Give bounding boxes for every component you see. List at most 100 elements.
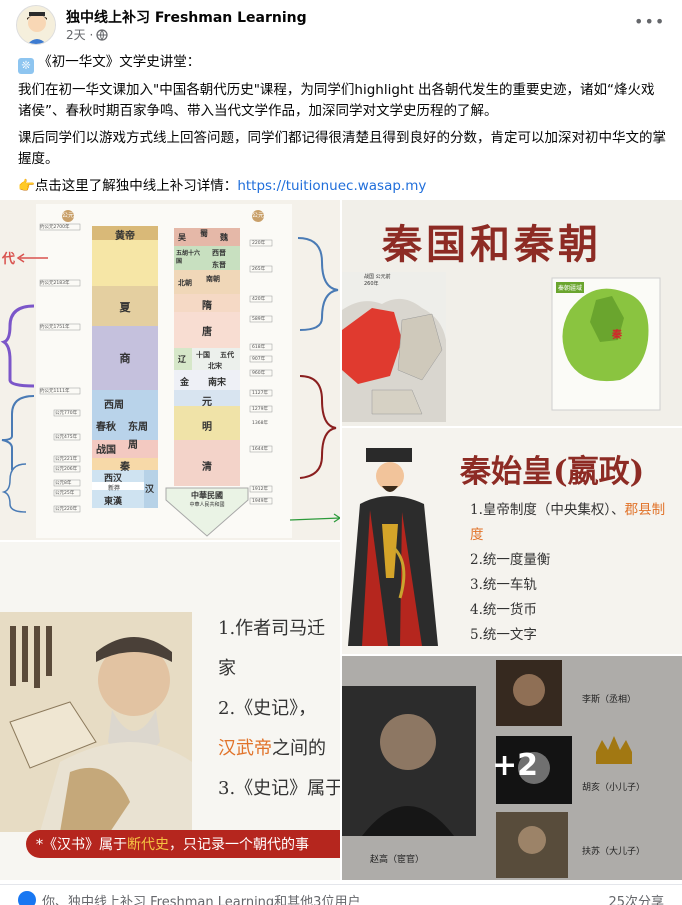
achievement-1-highlight: 郡县制 [624, 502, 666, 518]
shiji-item-1b: 家 [218, 658, 236, 679]
dynasty-label: 西晋 [212, 248, 226, 257]
page-name[interactable]: 独中线上补习 Freshman Learning [66, 10, 307, 26]
photo-qin-figures[interactable]: +2 李斯（丞相） 胡亥（小儿子） 扶苏（大儿子） 赵高（宦官） [342, 656, 682, 880]
achievement-3: 3.统一车轨 [470, 577, 537, 593]
dynasty-label: 南朝 [206, 274, 220, 283]
year-label: 公元770年 [55, 411, 78, 416]
year-label: 约公元2700年 [40, 225, 70, 230]
post-line-2: 我们在初一华文课加入"中国各朝代历史"课程，为同学们highlight 出各朝代… [18, 82, 655, 119]
shiji-item-1: 1.作者司马迁 [218, 618, 326, 639]
year-label: 1368年 [252, 421, 268, 426]
share-count[interactable]: 25次分享 [608, 895, 664, 905]
cta-text: 点击这里了解独中线上补习详情： [34, 178, 238, 194]
achievement-5: 5.统一文字 [470, 627, 537, 643]
year-label: 约公元1751年 [40, 325, 70, 330]
dynasty-label: 春秋 [96, 422, 116, 433]
dynasty-label: 商 [119, 352, 131, 365]
year-label: 220年 [252, 241, 266, 246]
shiji-item-2b: 汉武帝之间的 [218, 734, 326, 760]
dynasty-label: 南宋 [208, 378, 227, 388]
qin-title: 秦国和秦朝 [382, 221, 602, 268]
year-label: 约公元1111年 [40, 389, 70, 394]
photo-qin-maps[interactable]: 秦国和秦朝 战国 公元前260年 秦朝疆域 秦 [342, 200, 682, 426]
year-label: 589年 [252, 317, 266, 322]
dynasty-label: 北宋 [208, 361, 222, 370]
dynasty-label: 五代 [220, 350, 234, 359]
dynasty-label: 周 [128, 440, 138, 451]
dynasty-label: 吴 [178, 232, 186, 242]
year-label: 1127年 [252, 391, 268, 396]
year-label: 1644年 [252, 447, 268, 452]
dynasty-label: 明 [202, 422, 212, 433]
post-header: 独中线上补习 Freshman Learning 2天 · ••• [0, 0, 682, 48]
more-options-icon[interactable]: ••• [634, 12, 666, 31]
dynasty-label: 魏 [220, 232, 228, 242]
figure-name: 李斯（丞相） [582, 695, 637, 705]
shiji-highlight: 汉武帝 [218, 738, 272, 759]
dynasty-label: 十国 [196, 350, 210, 359]
dynasty-label: 五胡十六国 [176, 250, 201, 265]
shiji-note: *《汉书》属于断代史，只记录一个朝代的事 [36, 834, 309, 854]
figure-name: 胡亥（小儿子） [582, 783, 646, 793]
post-line-3: 课后同学们以游戏方式线上回答问题，同学们都记得很清楚且得到良好的分数，肯定可以加… [18, 130, 666, 167]
shiji-item-3: 3.《史记》属于 [218, 778, 340, 799]
achievement-2: 2.统一度量衡 [470, 552, 551, 568]
dynasty-label: 中華人民共和國 [189, 502, 225, 508]
timeline-left-label: 代 [2, 252, 16, 267]
post-meta: 2天 · [66, 26, 108, 43]
shiji-note-prefix: *《汉书》属于 [36, 837, 127, 853]
photo-qinshihuang[interactable]: 秦始皇(嬴政) 1.皇帝制度（中央集权）、郡县制 度 2.统一度量衡 3.统一车… [342, 428, 682, 654]
dynasty-label: 金 [180, 378, 190, 388]
dynasty-label: 夏 [119, 301, 131, 314]
achievement-1-text: 1.皇帝制度（中央集权）、 [470, 502, 625, 518]
year-label: 公元25年 [55, 491, 75, 496]
dynasty-label: 黄帝 [115, 231, 135, 242]
post-heading: 《初一华文》文学史讲堂： [38, 54, 201, 70]
more-photos-count[interactable]: +2 [492, 748, 539, 783]
year-label: 1279年 [252, 407, 268, 412]
cta-link[interactable]: https://tuitionuec.wasap.my [237, 178, 427, 194]
dynasty-label: 東漢 [104, 497, 123, 507]
dynasty-label: 蜀 [200, 228, 208, 238]
figure-name: 赵高（宦官） [370, 855, 425, 865]
post-time[interactable]: 2天 · [66, 28, 94, 42]
map2-label: 秦朝疆域 [556, 282, 585, 293]
reactors-text[interactable]: 你、独中线上补习 Freshman Learning和其他3位用户 [42, 895, 361, 905]
globe-icon [96, 28, 108, 41]
year-label: 1949年 [252, 499, 268, 504]
shiji-item-2: 2.《史记》， [218, 698, 317, 719]
year-label: 公元206年 [55, 467, 78, 472]
year-label: 公元220年 [55, 507, 78, 512]
dynasty-label: 清 [202, 462, 212, 473]
dynasty-label: 新莽 [108, 485, 121, 492]
shiji-note-suffix: ，只记录一个朝代的事 [169, 837, 309, 853]
photo-shiji[interactable]: 1.作者司马迁 家 2.《史记》， 汉武帝之间的 3.《史记》属于 *《汉书》属… [0, 542, 340, 880]
figures-collage [342, 660, 632, 878]
achievement-1: 1.皇帝制度（中央集权）、郡县制 [470, 498, 665, 518]
reactions-bar: 你、独中线上补习 Freshman Learning和其他3位用户 25次分享 [0, 884, 682, 905]
dynasty-label: 西汉 [104, 474, 123, 484]
figure-name: 扶苏（大儿子） [582, 847, 646, 857]
year-label: 420年 [252, 297, 266, 302]
timeline-left-header: 公元 [62, 210, 74, 222]
page-avatar[interactable] [16, 5, 56, 45]
achievement-4: 4.统一货币 [470, 602, 537, 618]
dynasty-label: 隋 [202, 301, 212, 312]
snowflake-icon: ❊ [18, 58, 34, 74]
map2-mark: 秦 [612, 330, 622, 341]
map1-label: 战国 公元前260年 [364, 274, 391, 287]
shiji-item-2c: 之间的 [272, 738, 326, 759]
year-label: 960年 [252, 371, 266, 376]
dynasty-label: 东周 [128, 422, 148, 433]
year-label: 907年 [252, 357, 266, 362]
photo-timeline[interactable]: 代 公元 公元 黄帝 夏 商 西周 春秋 东周 战国 周 秦 西汉 新莽 汉 東… [0, 200, 340, 540]
dynasty-label: 中華民國 [191, 490, 223, 500]
dynasty-label: 辽 [178, 354, 186, 364]
year-label: 公元221年 [55, 457, 78, 462]
post-line-4: 👉点击这里了解独中线上补习详情：https://tuitionuec.wasap… [18, 176, 666, 197]
qinshihuang-title: 秦始皇(嬴政) [460, 454, 645, 490]
dynasty-label: 西周 [104, 400, 124, 411]
dynasty-label: 北朝 [178, 278, 192, 287]
year-label: 公元475年 [55, 435, 78, 440]
post-line-1: ❊ 《初一华文》文学史讲堂： [18, 52, 666, 74]
